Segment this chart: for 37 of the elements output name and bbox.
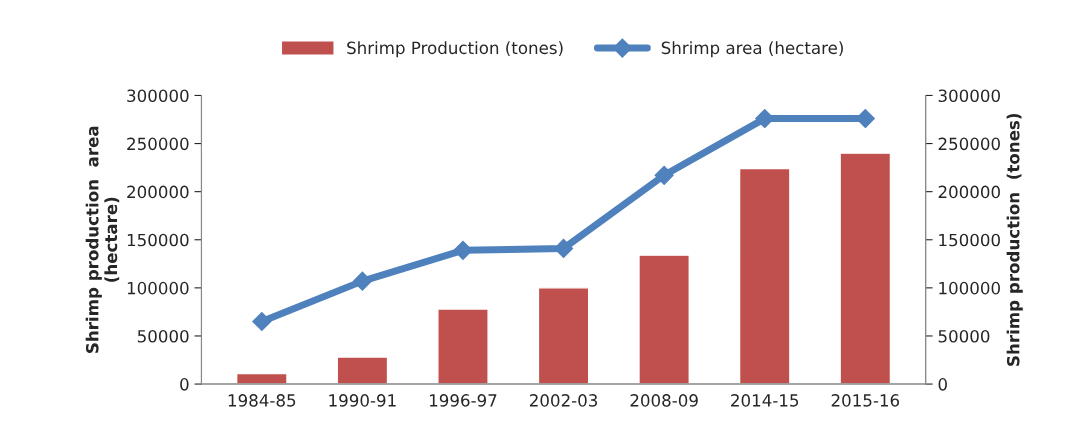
y2-tick-label: 250000 [938, 137, 1000, 151]
y-tick-label: 300000 [127, 89, 189, 103]
bar [537, 287, 590, 385]
point [352, 271, 372, 291]
y-tick-label: 250000 [127, 137, 189, 151]
x-tick-label: 2002-03 [529, 394, 598, 407]
y2-tick-label: 100000 [939, 281, 1000, 295]
x-tick-label: 1996-97 [429, 394, 497, 407]
y-tick-label: 100000 [127, 281, 189, 295]
point [554, 238, 574, 258]
bar [437, 308, 489, 385]
bar [638, 254, 690, 385]
y-tick-label: 200000 [127, 185, 189, 199]
y2-tick-label: 300000 [938, 89, 1000, 103]
x-tick-label: 1990-91 [329, 394, 396, 407]
point [453, 240, 473, 260]
y2-tick-label: 150000 [939, 233, 1000, 247]
y-tick-label: 0 [180, 378, 189, 391]
x-tick-label: 2014-15 [731, 394, 799, 407]
point [252, 311, 272, 332]
bar [235, 372, 288, 385]
y-axis-title: Shrimp production area (hectare) [85, 126, 120, 353]
x-tick-label: 2015-16 [831, 394, 900, 407]
legend-label: Shrimp area (hectare) [661, 41, 843, 58]
y-tick-label: 150000 [127, 233, 189, 247]
legend-label: Shrimp Production (tones) [347, 41, 563, 58]
point [654, 165, 674, 185]
y2-tick-label: 200000 [938, 185, 1000, 199]
x-tick-label: 1984-85 [228, 394, 296, 407]
x-tick-label: 2008-09 [630, 394, 698, 407]
y2-tick-label: 50000 [938, 329, 990, 343]
bar [738, 167, 791, 385]
y2-axis-title: Shrimp production (tones) [1006, 113, 1023, 366]
y-tick-label: 50000 [137, 329, 189, 343]
bar [839, 152, 892, 385]
bar [336, 356, 389, 385]
y2-tick-label: 0 [938, 378, 947, 391]
